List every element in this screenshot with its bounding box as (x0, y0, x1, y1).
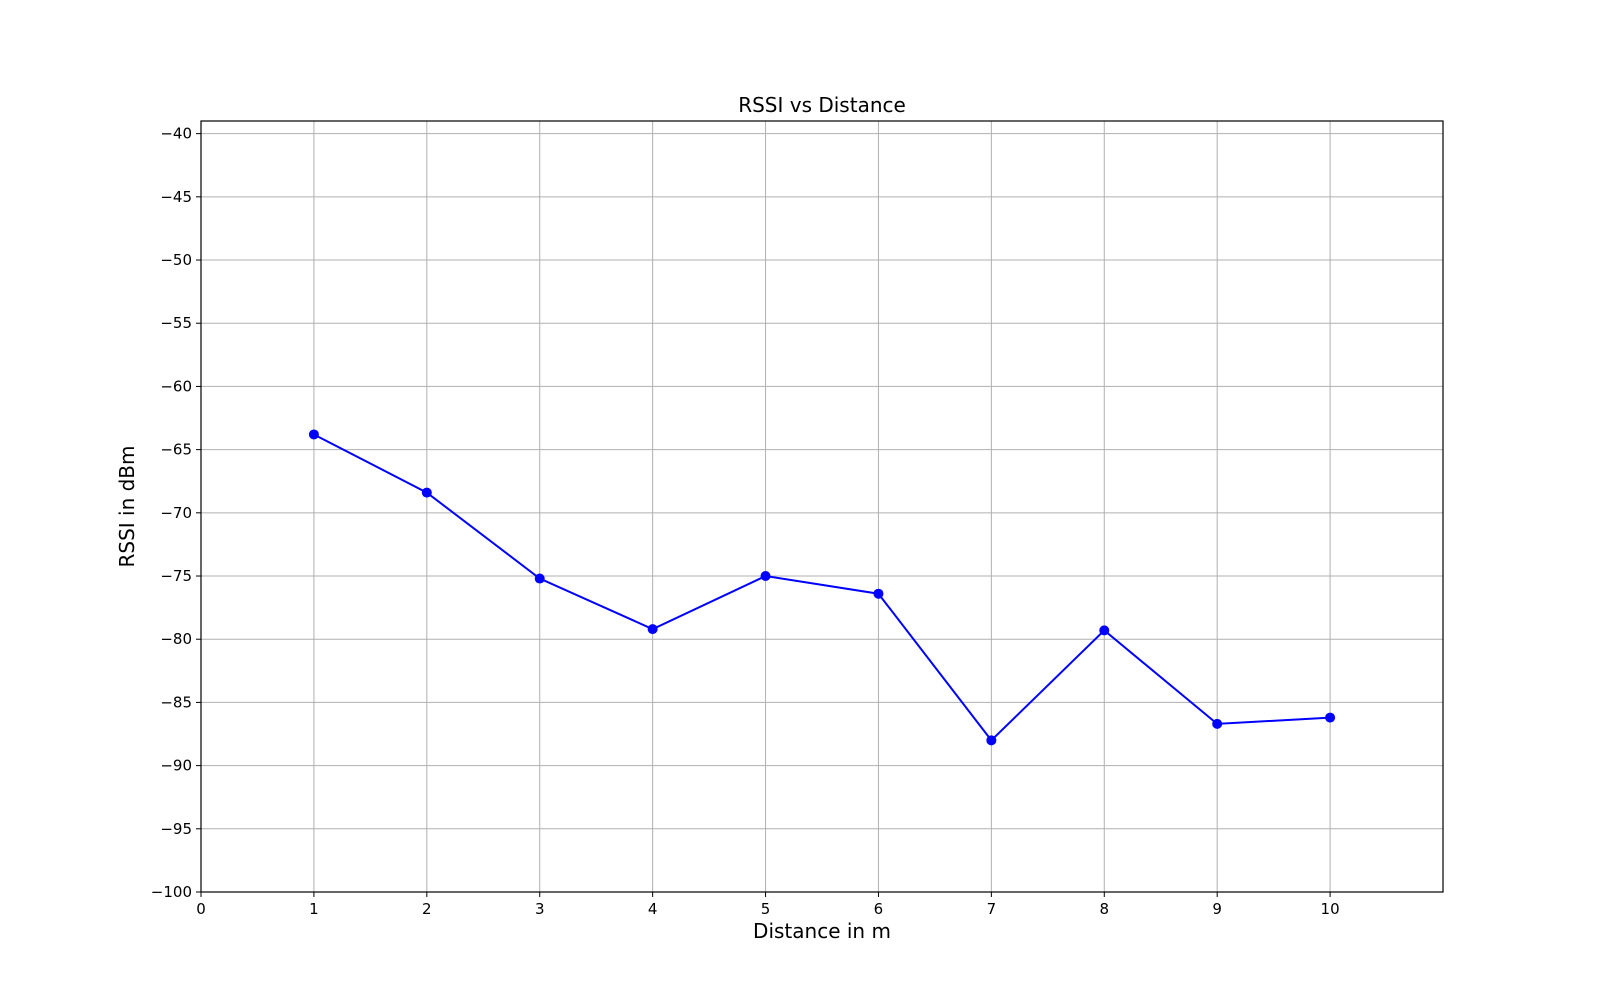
y-tick-label: −50 (160, 251, 192, 269)
x-tick-label: 8 (1099, 900, 1109, 918)
x-axis-ticks: 0 1 2 3 4 5 6 7 8 9 10 (196, 892, 1340, 918)
x-tick-label: 6 (874, 900, 884, 918)
plot-area-frame (200, 120, 1444, 893)
data-point (1212, 718, 1223, 729)
data-point (1099, 625, 1110, 636)
grid-lines (201, 121, 1443, 892)
y-tick-label: −70 (160, 504, 192, 522)
y-tick-label: −55 (160, 314, 192, 332)
y-tick-label: −60 (160, 377, 192, 395)
y-tick-label: −45 (160, 188, 192, 206)
y-tick-label: −65 (160, 441, 192, 459)
data-point (760, 571, 771, 582)
x-tick-label: 3 (535, 900, 545, 918)
data-point (534, 573, 545, 584)
x-axis-title: Distance in m (753, 919, 891, 943)
y-tick-label: −75 (160, 567, 192, 585)
x-tick-label: 0 (196, 900, 206, 918)
x-tick-label: 5 (761, 900, 771, 918)
chart-title: RSSI vs Distance (738, 93, 906, 117)
y-tick-label: −100 (151, 883, 192, 901)
data-point (308, 429, 319, 440)
data-point (873, 588, 884, 599)
data-point (421, 487, 432, 498)
y-axis-title: RSSI in dBm (115, 445, 139, 567)
data-point (986, 735, 997, 746)
y-tick-label: −95 (160, 820, 192, 838)
x-tick-label: 1 (309, 900, 319, 918)
y-tick-label: −40 (160, 125, 192, 143)
y-tick-label: −80 (160, 630, 192, 648)
x-tick-label: 4 (648, 900, 658, 918)
series-rssi (308, 429, 1336, 746)
data-point (1325, 712, 1336, 723)
y-tick-label: −85 (160, 693, 192, 711)
x-tick-label: 7 (987, 900, 997, 918)
y-tick-label: −90 (160, 757, 192, 775)
x-tick-label: 2 (422, 900, 432, 918)
series-line (313, 433, 1331, 742)
data-point (647, 624, 658, 635)
x-tick-label: 10 (1321, 900, 1340, 918)
x-tick-label: 9 (1212, 900, 1222, 918)
y-axis-ticks: −100 −95 −90 −85 −80 −75 −70 −65 −60 −55 −50 −45 −40 (151, 125, 201, 901)
